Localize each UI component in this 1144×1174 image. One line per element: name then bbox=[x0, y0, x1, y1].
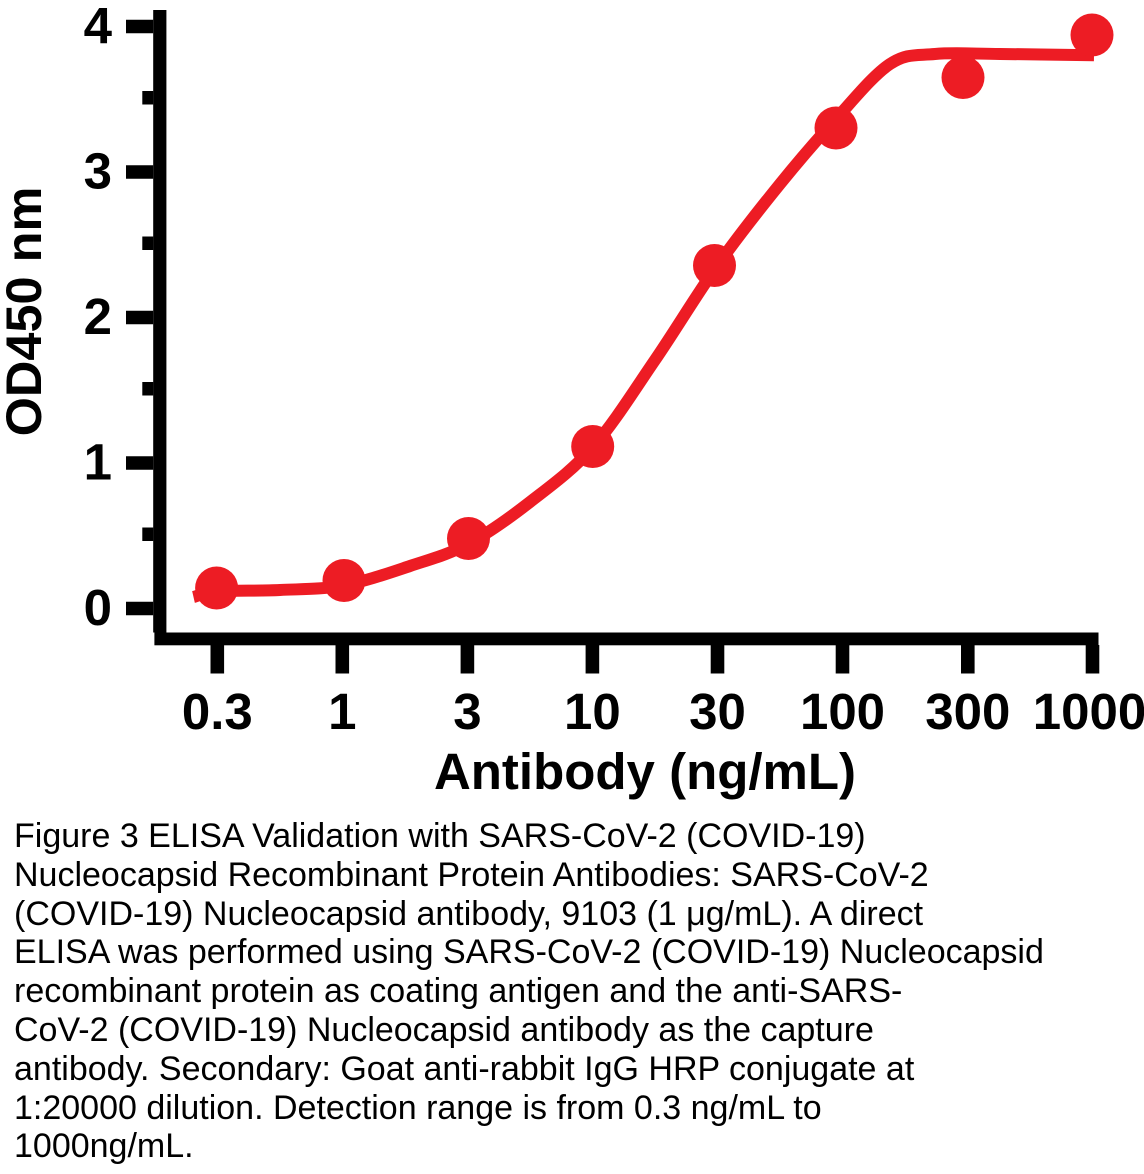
svg-text:0: 0 bbox=[84, 579, 112, 636]
svg-text:1000: 1000 bbox=[1033, 683, 1144, 740]
svg-text:1: 1 bbox=[84, 433, 112, 490]
svg-text:1: 1 bbox=[328, 683, 356, 740]
svg-text:2: 2 bbox=[84, 288, 112, 345]
svg-text:0.3: 0.3 bbox=[182, 683, 253, 740]
svg-text:OD450 nm: OD450 nm bbox=[0, 187, 52, 437]
svg-text:30: 30 bbox=[689, 683, 746, 740]
svg-text:3: 3 bbox=[453, 683, 481, 740]
svg-text:100: 100 bbox=[800, 683, 885, 740]
svg-text:10: 10 bbox=[564, 683, 621, 740]
svg-text:Antibody (ng/mL): Antibody (ng/mL) bbox=[434, 743, 856, 800]
svg-text:4: 4 bbox=[84, 0, 113, 54]
svg-text:3: 3 bbox=[84, 142, 112, 199]
svg-text:300: 300 bbox=[925, 683, 1010, 740]
